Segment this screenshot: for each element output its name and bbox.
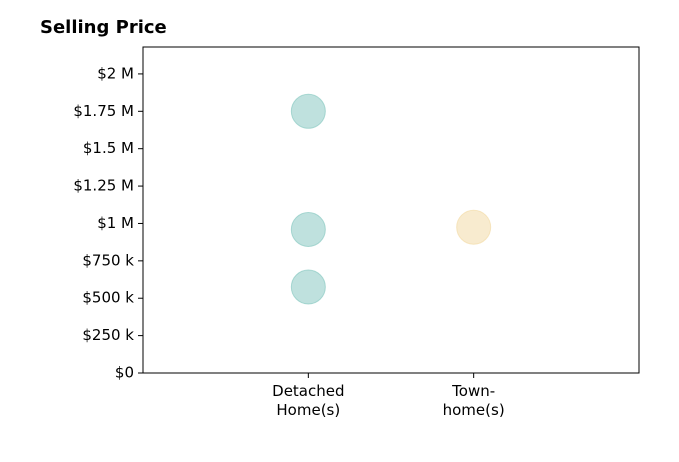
y-tick-label: $0: [115, 364, 134, 382]
y-tick-label: $500 k: [82, 289, 134, 307]
x-tick-label: Town- home(s): [442, 382, 505, 419]
y-tick-label: $1.75 M: [73, 102, 134, 120]
chart-title: Selling Price: [40, 17, 167, 38]
y-tick-label: $750 k: [82, 251, 134, 269]
point: [290, 269, 326, 305]
y-tick-label: $1.25 M: [73, 177, 134, 195]
point: [456, 209, 492, 245]
point: [290, 211, 326, 247]
plot-frame: [142, 46, 640, 374]
y-tick-label: $1 M: [97, 214, 134, 232]
y-tick-label: $2 M: [97, 64, 134, 82]
point: [290, 93, 326, 129]
x-tick-label: Detached Home(s): [272, 382, 345, 419]
y-tick-label: $1.5 M: [83, 139, 134, 157]
y-tick-label: $250 k: [82, 326, 134, 344]
